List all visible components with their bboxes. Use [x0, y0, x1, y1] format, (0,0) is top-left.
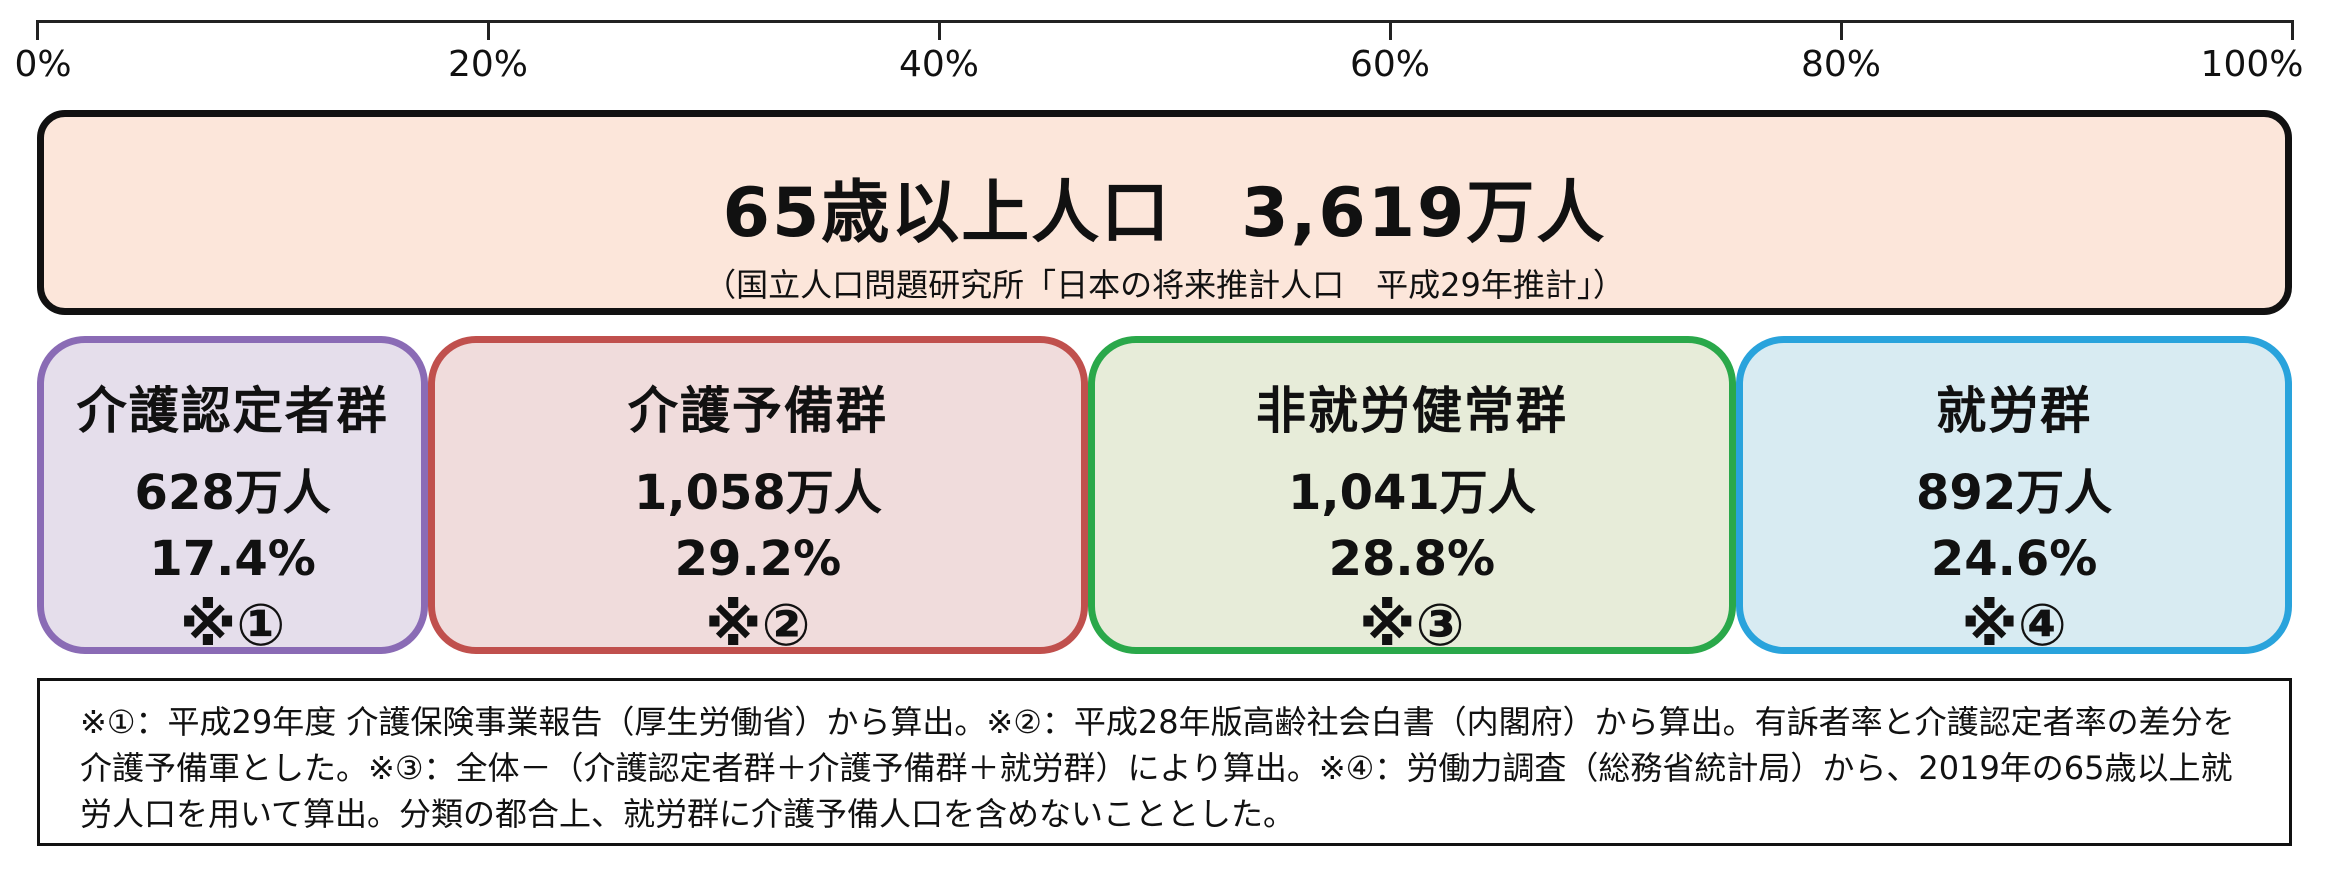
segment-name: 非就労健常群	[1255, 382, 1568, 440]
segment-name: 介護認定者群	[76, 382, 389, 440]
segment-percent: 17.4%	[149, 531, 316, 587]
total-source: （国立人口問題研究所「日本の将来推計人口 平成29年推計」）	[704, 266, 1625, 304]
segment-note: ※④	[1961, 591, 2067, 659]
axis-tick	[1388, 20, 1392, 40]
segment-note: ※①	[179, 591, 286, 659]
segment-count: 892万人	[1915, 465, 2113, 521]
axis-tick	[2290, 20, 2294, 40]
axis-tick	[35, 20, 39, 40]
footnote-box: ※①：平成29年度 介護保険事業報告（厚生労働省）から算出。※②：平成28年版高…	[37, 678, 2292, 846]
footnote-line: 労人口を用いて算出。分類の都合上、就労群に介護予備人口を含めないこととした。	[80, 795, 1296, 833]
segment-name: 就労群	[1936, 382, 2093, 440]
segment-count: 628万人	[134, 465, 331, 521]
axis-tick	[486, 20, 490, 40]
segment-count: 1,058万人	[633, 465, 882, 521]
axis-tick-label: 20%	[447, 44, 529, 85]
segment-note: ※③	[1359, 591, 1465, 659]
footnote-line: 介護予備軍とした。※③：全体－（介護認定者群＋介護予備群＋就労群）により算出。※…	[80, 749, 2233, 787]
axis-tick	[937, 20, 941, 40]
segment-box: 介護予備群 1,058万人 29.2% ※②	[428, 336, 1088, 659]
segment-percent: 28.8%	[1328, 531, 1496, 587]
total-title: 65歳以上人口 3,619万人	[722, 174, 1607, 253]
segment-box: 介護認定者群 628万人 17.4% ※①	[37, 336, 429, 659]
segment-percent: 29.2%	[674, 531, 842, 587]
axis-tick	[1839, 20, 1843, 40]
axis-tick-label: 60%	[1349, 44, 1431, 85]
total-population-box: 65歳以上人口 3,619万人 （国立人口問題研究所「日本の将来推計人口 平成2…	[37, 110, 2292, 315]
axis-tick-label: 0%	[14, 44, 72, 85]
axis-line	[37, 20, 2292, 23]
segment-percent: 24.6%	[1930, 531, 2098, 587]
axis-tick-label: 100%	[2200, 44, 2304, 85]
axis-tick-label: 40%	[898, 44, 980, 85]
segment-box: 就労群 892万人 24.6% ※④	[1736, 336, 2292, 659]
axis-tick-label: 80%	[1800, 44, 1882, 85]
footnote-line: ※①：平成29年度 介護保険事業報告（厚生労働省）から算出。※②：平成28年版高…	[80, 703, 2235, 741]
segment-name: 介護予備群	[627, 382, 888, 440]
segment-count: 1,041万人	[1287, 465, 1536, 521]
segment-note: ※②	[705, 591, 811, 659]
segment-box: 非就労健常群 1,041万人 28.8% ※③	[1087, 336, 1737, 659]
